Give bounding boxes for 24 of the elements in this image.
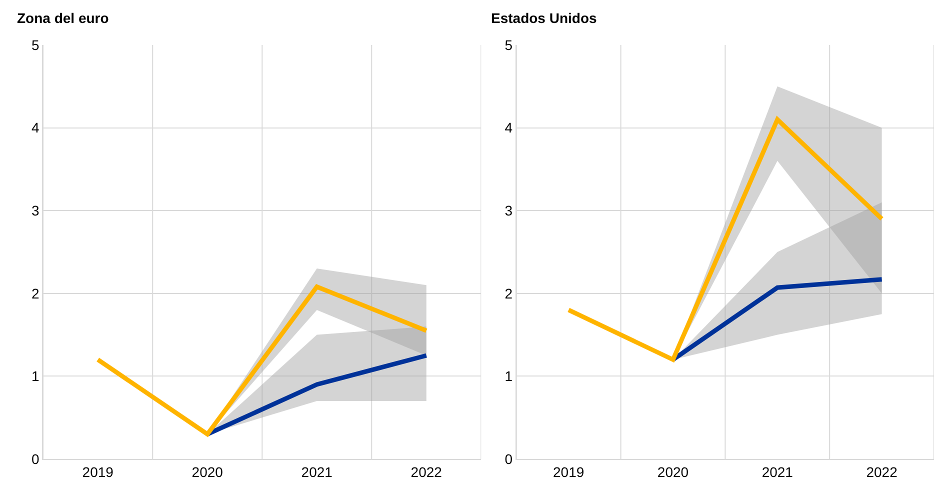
x-tick-label: 2022: [866, 464, 898, 480]
y-tick-label: 5: [504, 36, 513, 53]
y-tick-label: 0: [32, 450, 40, 467]
y-tick-label: 1: [504, 368, 513, 384]
y-tick-label: 2: [32, 285, 40, 302]
x-tick-label: 2019: [82, 464, 114, 480]
y-tick-label: 2: [504, 285, 513, 302]
chart-title: Zona del euro: [17, 10, 109, 26]
x-tick-label: 2021: [762, 464, 794, 480]
line-series: [96, 284, 429, 436]
x-tick-label: 2021: [301, 464, 333, 480]
x-tick-label: 2020: [192, 464, 224, 480]
x-tick-label: 2020: [657, 464, 689, 480]
y-tick-label: 5: [32, 36, 40, 53]
x-tick-label: 2022: [410, 464, 442, 480]
line-series: [566, 117, 884, 362]
x-tick-label: 2019: [553, 464, 584, 480]
y-tick-label: 4: [504, 120, 513, 136]
y-tick-label: 1: [32, 368, 40, 384]
y-tick-label: 0: [504, 450, 513, 467]
chart-title: Estados Unidos: [491, 10, 598, 26]
y-tick-label: 3: [504, 202, 513, 218]
y-tick-label: 4: [32, 120, 40, 136]
y-tick-label: 3: [32, 202, 40, 218]
